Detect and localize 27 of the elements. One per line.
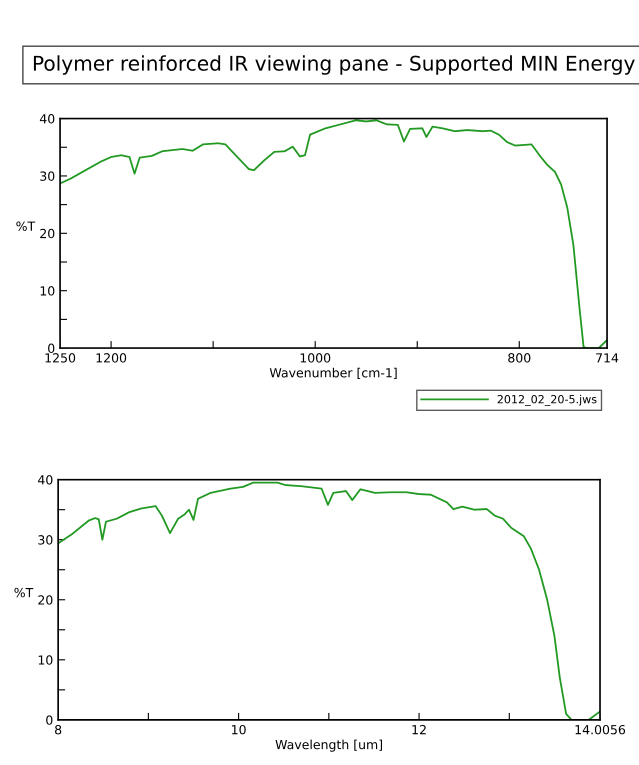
y-tick-label: 20 — [40, 228, 54, 238]
x-tick-label: 12 — [412, 724, 426, 734]
line-series — [60, 119, 608, 348]
x-axis-title: Wavenumber [cm-1] — [270, 368, 397, 379]
y-tick-label: 40 — [40, 114, 54, 124]
y-tick-label: 30 — [40, 171, 54, 181]
chart-title: Polymer reinforced IR viewing pane - Supported MIN Energy — [34, 55, 635, 75]
y-tick-label: 40 — [38, 475, 52, 485]
x-tick-label: 8 — [55, 724, 62, 734]
y-axis-title: %T — [16, 221, 36, 231]
text: 2012_02_20-5.jws — [498, 394, 597, 406]
x-tick-label: 10 — [232, 724, 246, 734]
y-tick-label: 20 — [38, 595, 52, 605]
x-tick-label: 1250 — [46, 353, 76, 363]
y-tick-label: 10 — [38, 655, 52, 665]
line-series — [58, 482, 600, 720]
x-tick-label: 1200 — [96, 353, 126, 363]
x-tick-label: 714 — [596, 353, 618, 362]
x-tick-label: 1000 — [300, 353, 330, 363]
y-tick-label: 0 — [48, 344, 54, 353]
y-tick-label: 10 — [40, 286, 54, 296]
x-axis-title: Wavelength [um] — [276, 740, 382, 752]
x-tick-label: 14.0056 — [576, 724, 626, 734]
x-tick-label: 800 — [508, 353, 530, 363]
y-tick-label: 30 — [38, 535, 52, 545]
y-tick-label: 0 — [46, 715, 52, 725]
y-axis-title: %T — [14, 588, 34, 598]
